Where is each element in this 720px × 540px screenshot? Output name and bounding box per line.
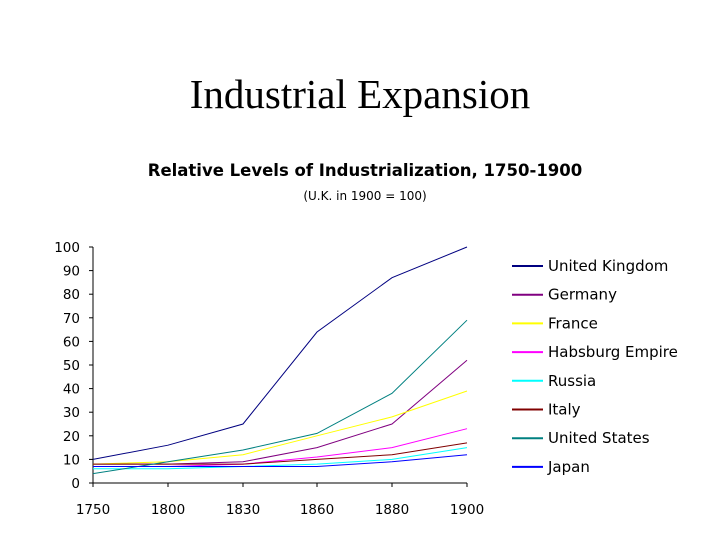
series-line-japan xyxy=(93,454,468,467)
y-tick-label: 70 xyxy=(63,311,80,327)
legend-label-russia: Russia xyxy=(548,372,596,390)
y-tick-label: 100 xyxy=(54,240,80,256)
y-tick-label: 20 xyxy=(63,429,80,445)
y-tick-label: 90 xyxy=(63,264,80,280)
series-line-habsburg-empire xyxy=(93,428,468,467)
series-line-united-states xyxy=(92,319,468,475)
series-line-united-kingdom xyxy=(92,246,468,460)
y-tick-label: 10 xyxy=(63,452,80,468)
x-tick-label: 1860 xyxy=(300,502,334,518)
legend-label-united-states: United States xyxy=(548,429,650,447)
series-line-france xyxy=(92,390,468,465)
slide-title: Industrial Expansion xyxy=(189,71,531,117)
legend-label-france: France xyxy=(548,314,598,332)
y-tick-label: 30 xyxy=(63,405,80,421)
x-tick-label: 1880 xyxy=(375,502,409,518)
x-tick-label: 1900 xyxy=(450,502,484,518)
chart-subtitle: (U.K. in 1900 = 100) xyxy=(303,189,427,203)
y-tick-label: 60 xyxy=(63,334,80,350)
y-tick-label: 0 xyxy=(71,476,80,492)
series-line-russia xyxy=(93,447,468,470)
legend-label-united-kingdom: United Kingdom xyxy=(548,257,668,275)
y-tick-label: 80 xyxy=(63,287,80,303)
legend-label-italy: Italy xyxy=(548,401,581,419)
legend-label-germany: Germany xyxy=(548,286,617,304)
y-tick-label: 50 xyxy=(63,358,80,374)
x-tick-label: 1830 xyxy=(226,502,260,518)
legend-label-habsburg-empire: Habsburg Empire xyxy=(548,343,678,361)
y-tick-label: 40 xyxy=(63,382,80,398)
legend-label-japan: Japan xyxy=(547,458,590,476)
x-tick-label: 1750 xyxy=(76,502,110,518)
chart-title: Relative Levels of Industrialization, 17… xyxy=(147,161,583,180)
x-tick-label: 1800 xyxy=(151,502,185,518)
